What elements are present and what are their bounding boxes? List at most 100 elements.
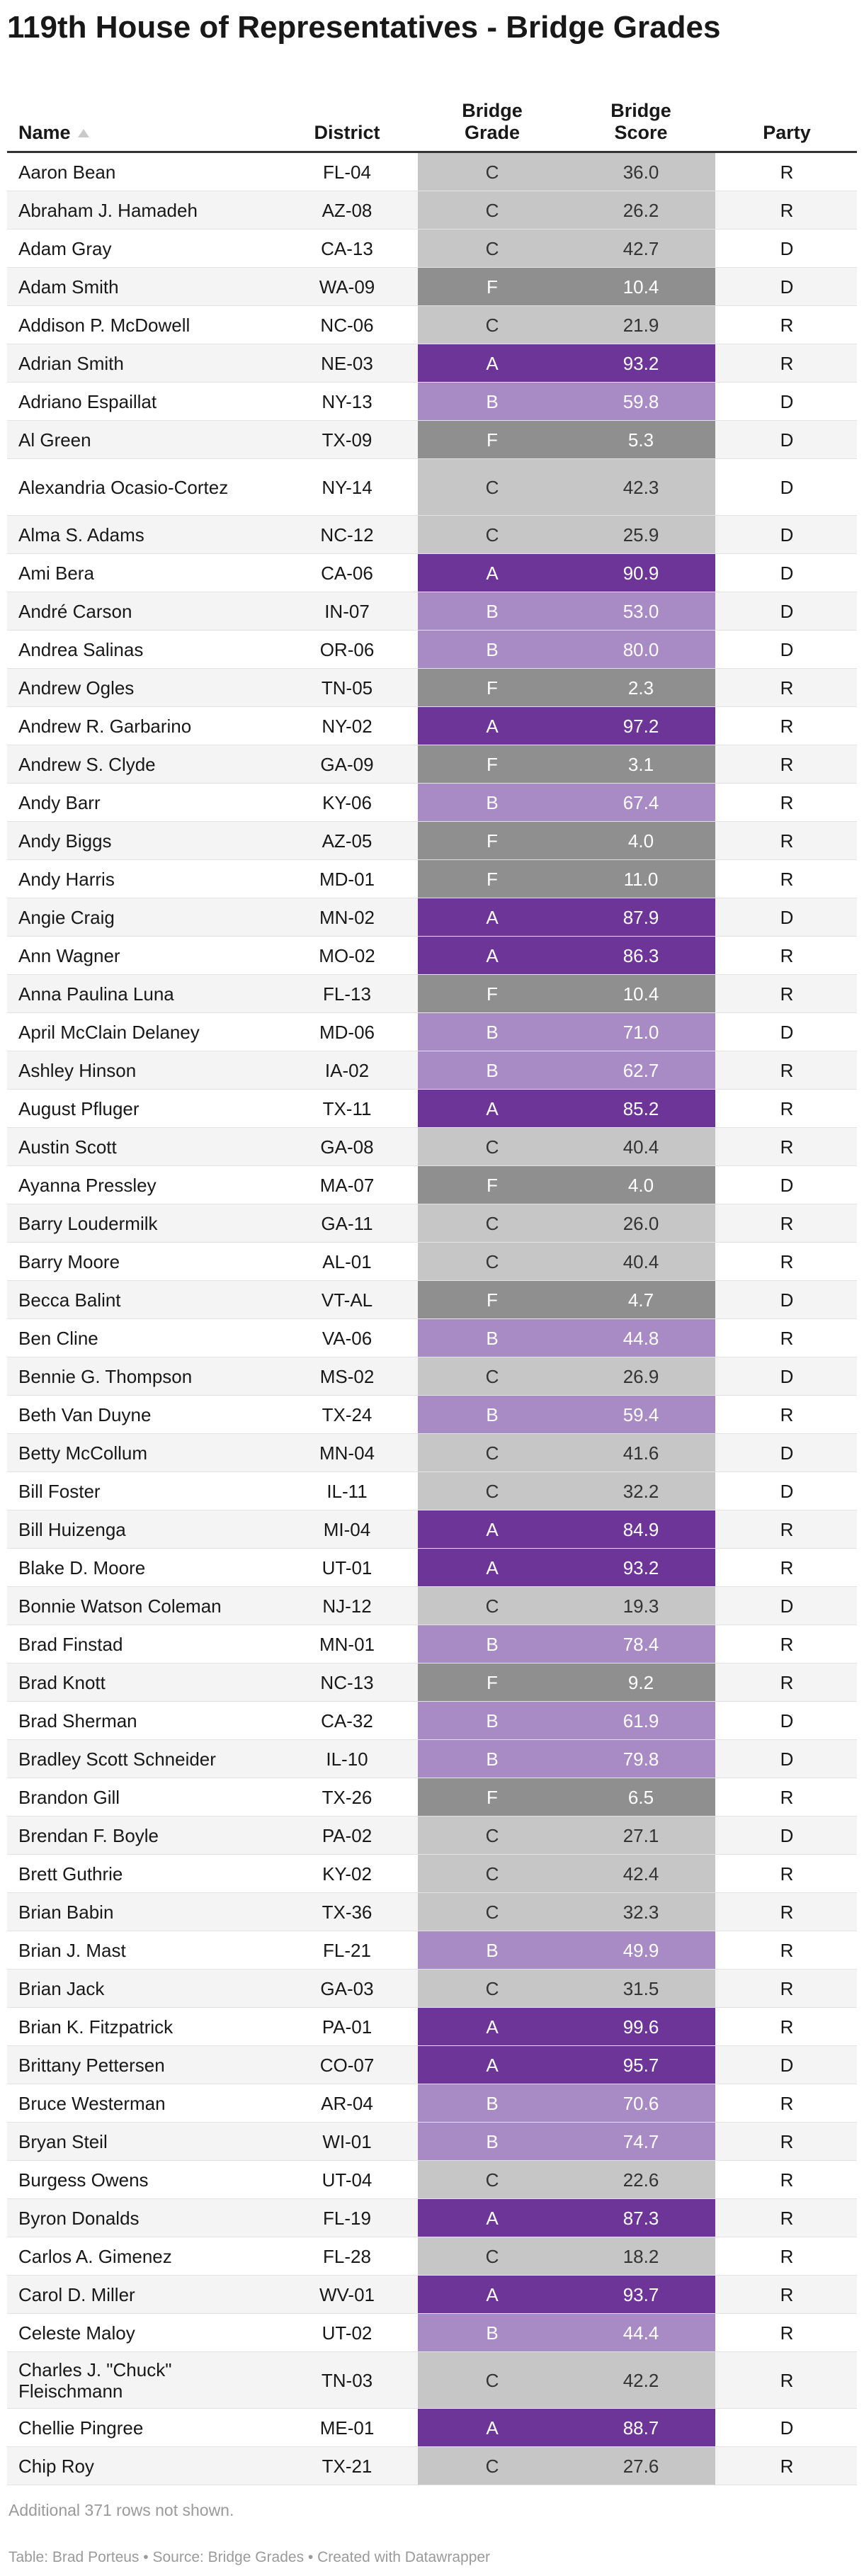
cell-name: Bruce Westerman — [18, 2092, 166, 2114]
cell-name: Brandon Gill — [18, 1786, 120, 1808]
table-row: Adriano Espaillat NY-13 B 59.8 D — [7, 383, 857, 421]
cell-bridge-grade: C — [418, 459, 567, 515]
cell-party: R — [780, 2207, 794, 2229]
cell-bridge-score: 2.3 — [567, 669, 715, 706]
cell-bridge-score: 36.0 — [567, 153, 715, 191]
cell-bridge-score: 10.4 — [567, 975, 715, 1012]
cell-party: R — [780, 1786, 794, 1808]
cell-bridge-grade: B — [418, 1931, 567, 1969]
cell-bridge-score: 71.0 — [567, 1013, 715, 1051]
cell-bridge-grade: C — [418, 1434, 567, 1471]
cell-name: Adrian Smith — [18, 352, 124, 374]
cell-bridge-grade: F — [418, 1166, 567, 1204]
cell-name: Bradley Scott Schneider — [18, 1748, 216, 1770]
table-row: August Pfluger TX-11 A 85.2 R — [7, 1090, 857, 1128]
cell-party: R — [780, 1901, 794, 1923]
cell-bridge-grade: C — [418, 1855, 567, 1892]
cell-district: IL-10 — [326, 1748, 368, 1770]
cell-name: Chip Roy — [18, 2455, 94, 2477]
column-header-party[interactable]: Party — [715, 51, 858, 151]
cell-name: August Pfluger — [18, 1097, 140, 1119]
table-row: Brian Babin TX-36 C 32.3 R — [7, 1893, 857, 1931]
column-header-bridge-grade[interactable]: Bridge Grade — [418, 51, 567, 151]
table-row: Carol D. Miller WV-01 A 93.7 R — [7, 2276, 857, 2314]
cell-name: Brian Jack — [18, 1977, 105, 1999]
cell-district: MA-07 — [319, 1174, 375, 1196]
cell-district: MN-01 — [319, 1633, 375, 1655]
table-row: Chip Roy TX-21 C 27.6 R — [7, 2447, 857, 2485]
cell-bridge-grade: A — [418, 2046, 567, 2084]
cell-bridge-grade: A — [418, 1090, 567, 1127]
cell-name: Adriano Espaillat — [18, 390, 157, 412]
column-header-name[interactable]: Name — [7, 51, 276, 151]
cell-name: Barry Loudermilk — [18, 1212, 158, 1234]
cell-bridge-score: 99.6 — [567, 2008, 715, 2045]
table-container: 119th House of Representatives - Bridge … — [7, 10, 858, 2519]
cell-district: MD-06 — [319, 1021, 375, 1043]
cell-name: Ann Wagner — [18, 944, 120, 966]
cell-party: D — [780, 600, 794, 622]
table-row: Chellie Pingree ME-01 A 88.7 D — [7, 2409, 857, 2447]
cell-district: GA-03 — [320, 1977, 374, 1999]
cell-bridge-grade: C — [418, 516, 567, 553]
cell-district: FL-28 — [323, 2245, 371, 2267]
cell-bridge-score: 87.9 — [567, 898, 715, 936]
column-header-bridge-score[interactable]: Bridge Score — [567, 51, 715, 151]
cell-district: PA-02 — [322, 1824, 373, 1846]
cell-bridge-grade: B — [418, 2084, 567, 2122]
cell-district: MS-02 — [319, 1365, 375, 1387]
cell-party: R — [780, 868, 794, 890]
cell-bridge-grade: B — [418, 1740, 567, 1778]
cell-party: D — [780, 1442, 794, 1464]
cell-district: TX-11 — [322, 1097, 372, 1119]
cell-bridge-grade: B — [418, 1319, 567, 1357]
cell-bridge-grade: C — [418, 1893, 567, 1931]
cell-bridge-score: 4.0 — [567, 822, 715, 859]
cell-party: R — [780, 791, 794, 813]
cell-bridge-grade: C — [418, 2447, 567, 2485]
sort-ascending-icon[interactable] — [77, 129, 89, 137]
cell-bridge-score: 59.8 — [567, 383, 715, 420]
cell-party: D — [780, 237, 794, 259]
cell-bridge-grade: B — [418, 1396, 567, 1433]
cell-district: VT-AL — [321, 1289, 373, 1311]
cell-bridge-score: 26.9 — [567, 1357, 715, 1395]
cell-name: Brittany Pettersen — [18, 2054, 165, 2076]
column-header-district[interactable]: District — [276, 51, 418, 151]
cell-party: D — [780, 906, 794, 928]
cell-name: Adam Smith — [18, 276, 119, 298]
cell-name: Brett Guthrie — [18, 1863, 123, 1885]
cell-party: R — [780, 1557, 794, 1578]
cell-district: MO-02 — [319, 944, 375, 966]
table-row: Aaron Bean FL-04 C 36.0 R — [7, 153, 857, 191]
table-row: Adrian Smith NE-03 A 93.2 R — [7, 344, 857, 383]
table-row: Bonnie Watson Coleman NJ-12 C 19.3 D — [7, 1587, 857, 1625]
table-row: Charles J. "Chuck" Fleischmann TN-03 C 42.2… — [7, 2352, 857, 2409]
cell-bridge-score: 78.4 — [567, 1625, 715, 1663]
cell-name: Aaron Bean — [18, 161, 116, 183]
cell-bridge-score: 27.1 — [567, 1817, 715, 1854]
cell-district: IL-11 — [326, 1480, 368, 1502]
table-row: Andrew R. Garbarino NY-02 A 97.2 R — [7, 707, 857, 745]
cell-bridge-grade: C — [418, 2352, 567, 2408]
cell-bridge-grade: C — [418, 2161, 567, 2198]
column-header-label: Name — [18, 122, 71, 143]
cell-name: Celeste Maloy — [18, 2322, 135, 2344]
cell-bridge-score: 4.7 — [567, 1281, 715, 1318]
cell-bridge-score: 3.1 — [567, 745, 715, 783]
cell-district: TN-05 — [321, 677, 373, 699]
cell-bridge-grade: B — [418, 383, 567, 420]
cell-name: Bill Foster — [18, 1480, 101, 1502]
cell-party: D — [780, 1021, 794, 1043]
cell-bridge-score: 18.2 — [567, 2237, 715, 2275]
cell-district: AZ-08 — [322, 199, 373, 221]
cell-bridge-score: 84.9 — [567, 1510, 715, 1548]
cell-bridge-score: 6.5 — [567, 1778, 715, 1816]
cell-party: D — [780, 476, 794, 498]
cell-party: R — [780, 1977, 794, 1999]
cell-district: FL-21 — [323, 1939, 371, 1961]
cell-district: UT-02 — [322, 2322, 373, 2344]
table-body: Aaron Bean FL-04 C 36.0 R Abraham J. Hamadeh A… — [7, 153, 857, 2485]
cell-party: R — [780, 1059, 794, 1081]
cell-district: GA-09 — [320, 753, 374, 775]
